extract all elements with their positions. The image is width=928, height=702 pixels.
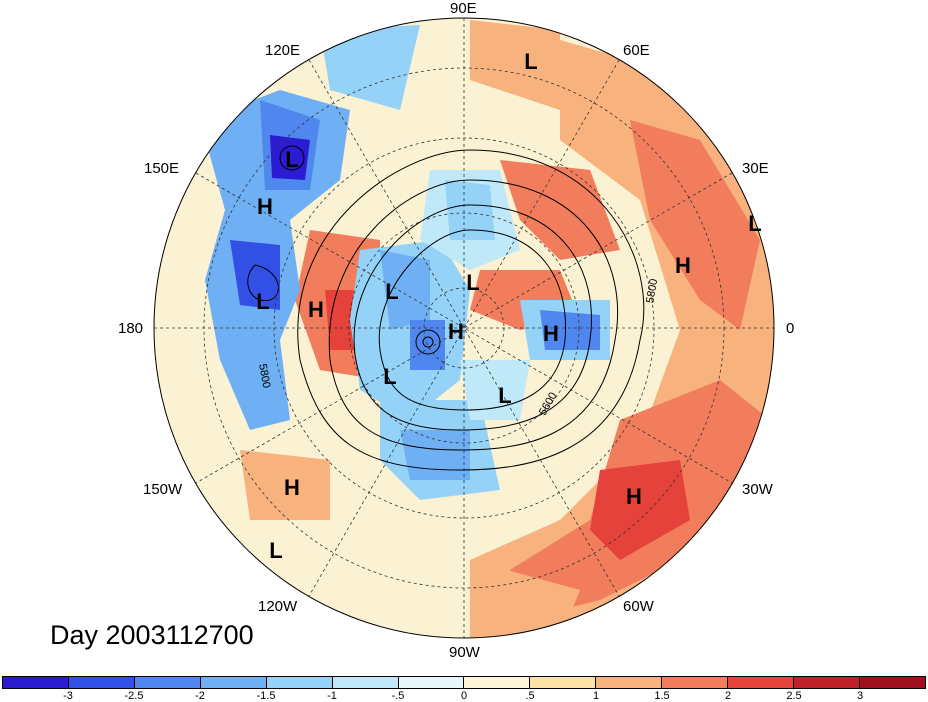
- colorbar-swatch: [530, 677, 597, 688]
- colorbar-swatch: [68, 677, 135, 688]
- pressure-center: H: [448, 319, 464, 344]
- map-title: Day 2003112700: [50, 620, 254, 650]
- pressure-center: H: [284, 475, 300, 500]
- colorbar-swatch: [3, 677, 69, 688]
- pressure-center: L: [269, 538, 283, 563]
- pressure-center: L: [285, 147, 299, 172]
- colorbar-swatch: [728, 677, 795, 688]
- pressure-center: H: [626, 484, 642, 509]
- colorbar-tick-label: 1: [592, 690, 600, 702]
- lon-label-120e: 120E: [265, 42, 301, 59]
- lon-label-60e: 60E: [623, 42, 650, 59]
- pressure-center: H: [675, 253, 691, 278]
- colorbar-tick-label: 2: [724, 690, 732, 702]
- colorbar-tick-label: -3: [63, 690, 73, 702]
- colorbar-tick-label: -2.5: [124, 690, 144, 702]
- colorbar-swatch: [134, 677, 201, 688]
- pressure-center: L: [524, 49, 538, 74]
- lon-label-90w: 90W: [449, 644, 480, 661]
- pressure-center: L: [466, 270, 480, 295]
- colorbar-swatch: [662, 677, 729, 688]
- colorbar-tick-label: -.5: [391, 690, 405, 702]
- lon-label-0: 0: [786, 320, 795, 337]
- colorbar-swatch: [398, 677, 465, 688]
- colorbar-tick-label: .5: [525, 690, 535, 702]
- colorbar: [2, 676, 926, 689]
- pressure-center: H: [543, 321, 559, 346]
- pressure-center: H: [308, 297, 324, 322]
- lon-label-180: 180: [118, 320, 144, 337]
- pressure-center: L: [383, 364, 397, 389]
- lon-label-60w: 60W: [623, 598, 654, 615]
- colorbar-swatch: [859, 677, 925, 688]
- colorbar-tick-label: -1.5: [256, 690, 276, 702]
- lon-label-120w: 120W: [258, 598, 298, 615]
- lon-label-90e: 90E: [450, 0, 477, 17]
- colorbar-swatch: [200, 677, 267, 688]
- colorbar-tick-label: -2: [195, 690, 205, 702]
- colorbar-swatch: [332, 677, 399, 688]
- pressure-center: L: [748, 211, 762, 236]
- colorbar-tick-label: 0: [460, 690, 468, 702]
- colorbar-tick-label: 3: [856, 690, 864, 702]
- colorbar-tick-label: 2.5: [786, 690, 802, 702]
- colorbar-tick-label: 1.5: [654, 690, 670, 702]
- pressure-center: L: [385, 279, 399, 304]
- colorbar-swatch: [596, 677, 663, 688]
- pressure-center: L: [498, 383, 512, 408]
- polar-map: [153, 17, 775, 639]
- colorbar-swatch: [266, 677, 333, 688]
- lon-label-150w: 150W: [143, 481, 183, 498]
- lon-label-30w: 30W: [742, 481, 773, 498]
- colorbar-swatch: [794, 677, 860, 688]
- colorbar-tick-label: -1: [327, 690, 337, 702]
- pressure-center: H: [257, 194, 273, 219]
- lon-label-150e: 150E: [144, 160, 180, 177]
- pressure-center: L: [256, 289, 270, 314]
- colorbar-swatch: [464, 677, 531, 688]
- lon-label-30e: 30E: [742, 160, 769, 177]
